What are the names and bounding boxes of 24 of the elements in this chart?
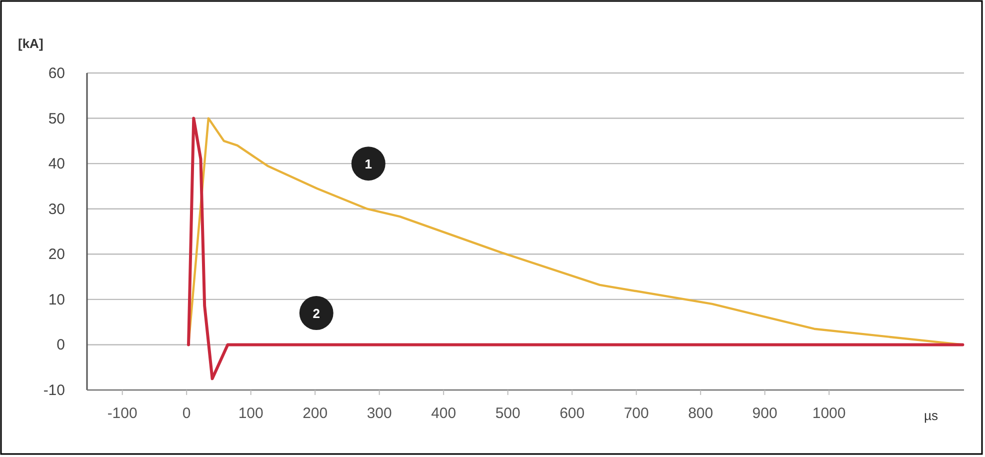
y-tick-label: 30 [48,200,65,218]
y-tick-label: 10 [48,291,65,308]
y-tick-label: 20 [48,246,65,264]
x-tick-label: 800 [688,405,714,422]
x-tick-label: 300 [366,405,392,422]
y-tick-label: 0 [56,336,65,354]
y-tick-label: -10 [43,382,65,399]
x-tick-label: 1000 [812,405,846,422]
y-axis-title: [kA] [18,36,44,51]
y-tick-label: 60 [48,65,65,82]
y-tick-label: 50 [48,110,65,128]
x-tick-label: 900 [752,405,778,422]
x-tick-label: 0 [182,405,191,422]
x-tick-label: 600 [560,405,585,422]
annotation: 1 [364,156,372,172]
annotation: 2 [312,306,320,322]
x-tick-label: 200 [302,405,328,422]
x-tick-label: 400 [431,405,456,422]
x-tick-label: 500 [495,405,520,422]
y-tick-label: 40 [48,156,65,173]
x-tick-label: -100 [107,405,138,422]
x-tick-label: 100 [238,405,264,422]
x-axis-title: µs [924,408,938,423]
x-tick-label: 700 [624,405,649,422]
